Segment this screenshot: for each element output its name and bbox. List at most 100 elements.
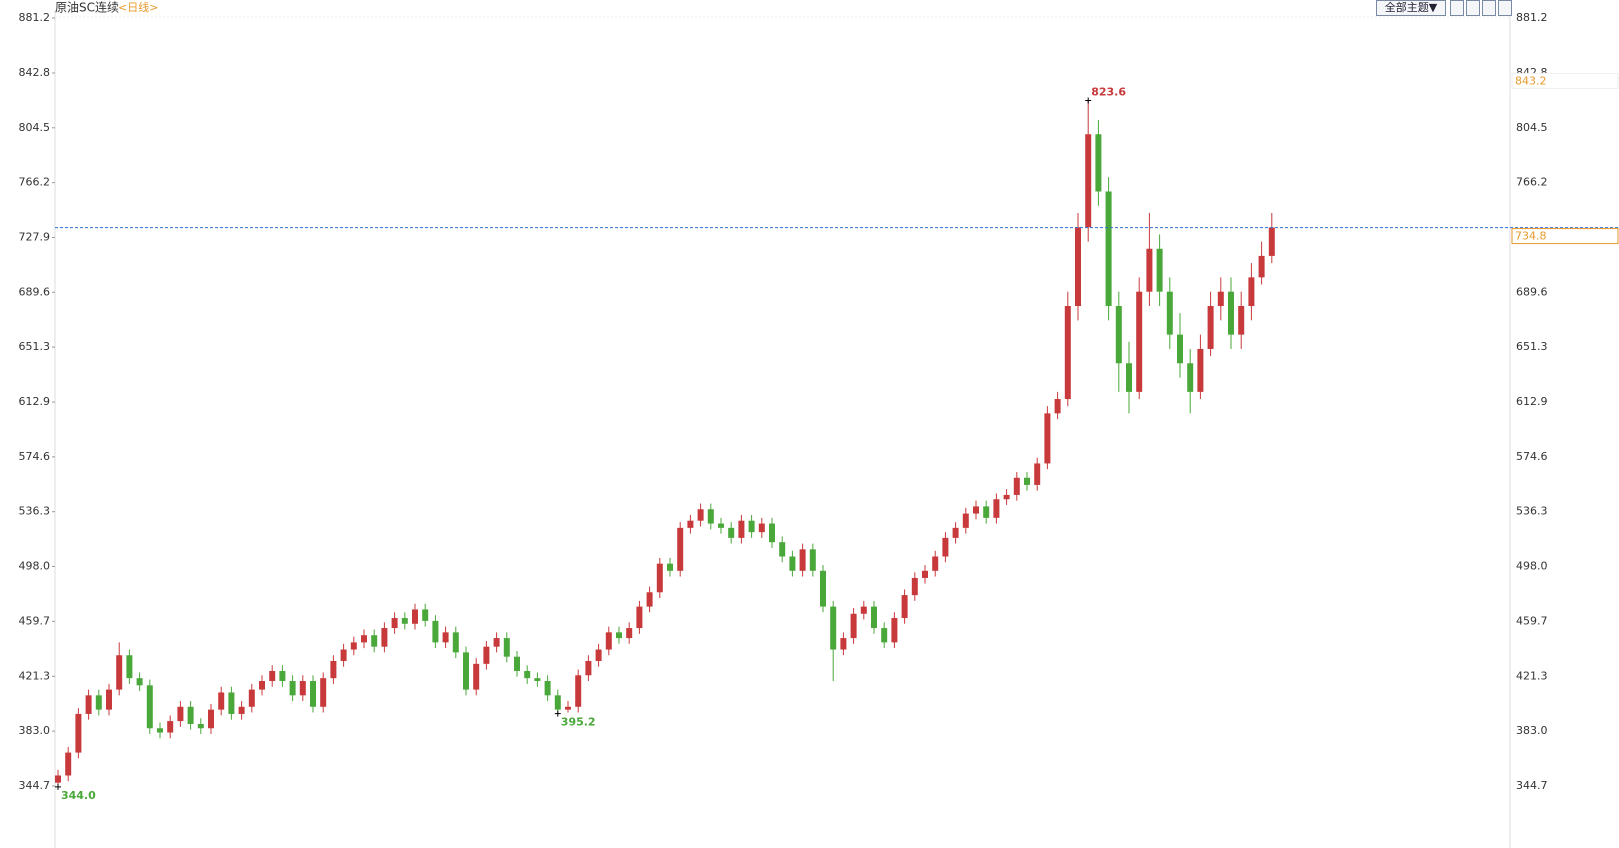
theme-button[interactable]: 全部主题▼ [1376,0,1446,16]
candle-body [197,723,204,729]
candle-body [616,632,622,639]
candle-body [585,660,592,676]
y-tick-label: 574.6 [19,450,51,463]
candle-body [1177,334,1183,364]
candle-body [493,638,500,647]
candle-body [952,527,959,538]
tool-icon[interactable] [1450,0,1464,16]
y-tick-label: 612.9 [19,395,51,408]
candle-body [1085,134,1092,228]
y-tick-label: 498.0 [19,560,51,573]
y-tick-label-right: 421.3 [1516,669,1548,682]
candle-body [1126,363,1132,392]
last-price-box [1511,228,1619,245]
candle-body [748,520,755,533]
candle-body [605,632,612,650]
candle-body [514,656,520,671]
candle-body [656,563,663,593]
candle-body [728,527,735,538]
y-tick-label-right: 651.3 [1516,340,1548,353]
candle-body [289,681,296,696]
candle-body [707,509,714,524]
candle-body [208,709,214,729]
tool-icon[interactable] [1466,0,1480,16]
candle-body [1003,494,1010,500]
candle-body [1156,248,1163,292]
tool-icon[interactable] [1482,0,1496,16]
candle-body [391,618,398,629]
candle-body [381,628,388,647]
candle-body [340,649,347,661]
candle-body [993,499,1000,518]
y-tick-label-right: 459.7 [1516,614,1548,627]
candle-body [238,706,245,714]
candle-body [422,609,429,621]
y-tick-label: 651.3 [19,340,51,353]
candle-body [891,618,898,643]
candle-body [106,689,112,710]
candle-body [1146,248,1153,292]
candle-body [769,523,775,543]
candle-body [626,628,633,639]
candle-body [452,632,459,653]
y-tick-label-right: 766.2 [1516,176,1548,189]
y-tick-label-right: 498.0 [1516,560,1548,573]
tool-icon[interactable] [1498,0,1512,16]
candle-body [718,523,724,528]
y-tick-label: 842.8 [19,66,51,79]
candle-body [850,613,857,639]
period-label: <日线> [118,0,158,14]
candle-body [646,592,653,607]
y-tick-label-right: 804.5 [1516,121,1548,134]
candle-body [1238,306,1245,335]
candle-body [881,628,888,643]
candle-body [228,692,235,714]
ref-price-label: 843.2 [1515,74,1547,87]
y-tick-label: 804.5 [19,121,51,134]
y-tick-label: 344.7 [19,779,51,792]
y-tick-label: 383.0 [19,724,51,737]
candle-body [677,527,684,571]
candle-body [809,549,816,571]
candle-body [361,635,367,643]
candle-body [463,652,469,690]
candle-body [85,695,92,714]
candle-body [1207,306,1214,349]
candle-body [697,509,704,521]
candle-body [922,570,928,578]
candle-body [1228,291,1234,335]
candle-body [911,577,918,596]
candle-body [983,506,990,518]
y-tick-label-right: 881.2 [1516,11,1548,24]
candle-body [259,681,265,690]
candle-body [1187,363,1194,392]
candle-body [442,632,449,643]
candle-body [371,635,378,647]
extreme-marker [1085,97,1092,104]
extreme-label: 823.6 [1091,85,1126,98]
candle-body [116,655,123,690]
candle-body [942,537,949,557]
y-tick-label: 689.6 [19,285,51,298]
y-tick-label-right: 689.6 [1516,285,1548,298]
candle-body [1217,291,1224,307]
candle-body [667,563,673,571]
candle-body [55,775,61,783]
candle-body [269,670,276,682]
candle-body [1268,227,1275,256]
candle-body [1034,463,1041,485]
candle-body [779,542,786,557]
candle-body [167,721,174,733]
candle-body [524,670,531,679]
candle-body [310,681,316,707]
candle-body [1258,255,1265,278]
candle-body [830,606,837,650]
y-tick-label-right: 612.9 [1516,395,1548,408]
y-tick-label-right: 383.0 [1516,724,1548,737]
candle-body [146,685,153,729]
y-tick-label: 536.3 [19,505,51,518]
y-tick-label: 459.7 [19,614,51,627]
extreme-label: 395.2 [561,716,596,729]
